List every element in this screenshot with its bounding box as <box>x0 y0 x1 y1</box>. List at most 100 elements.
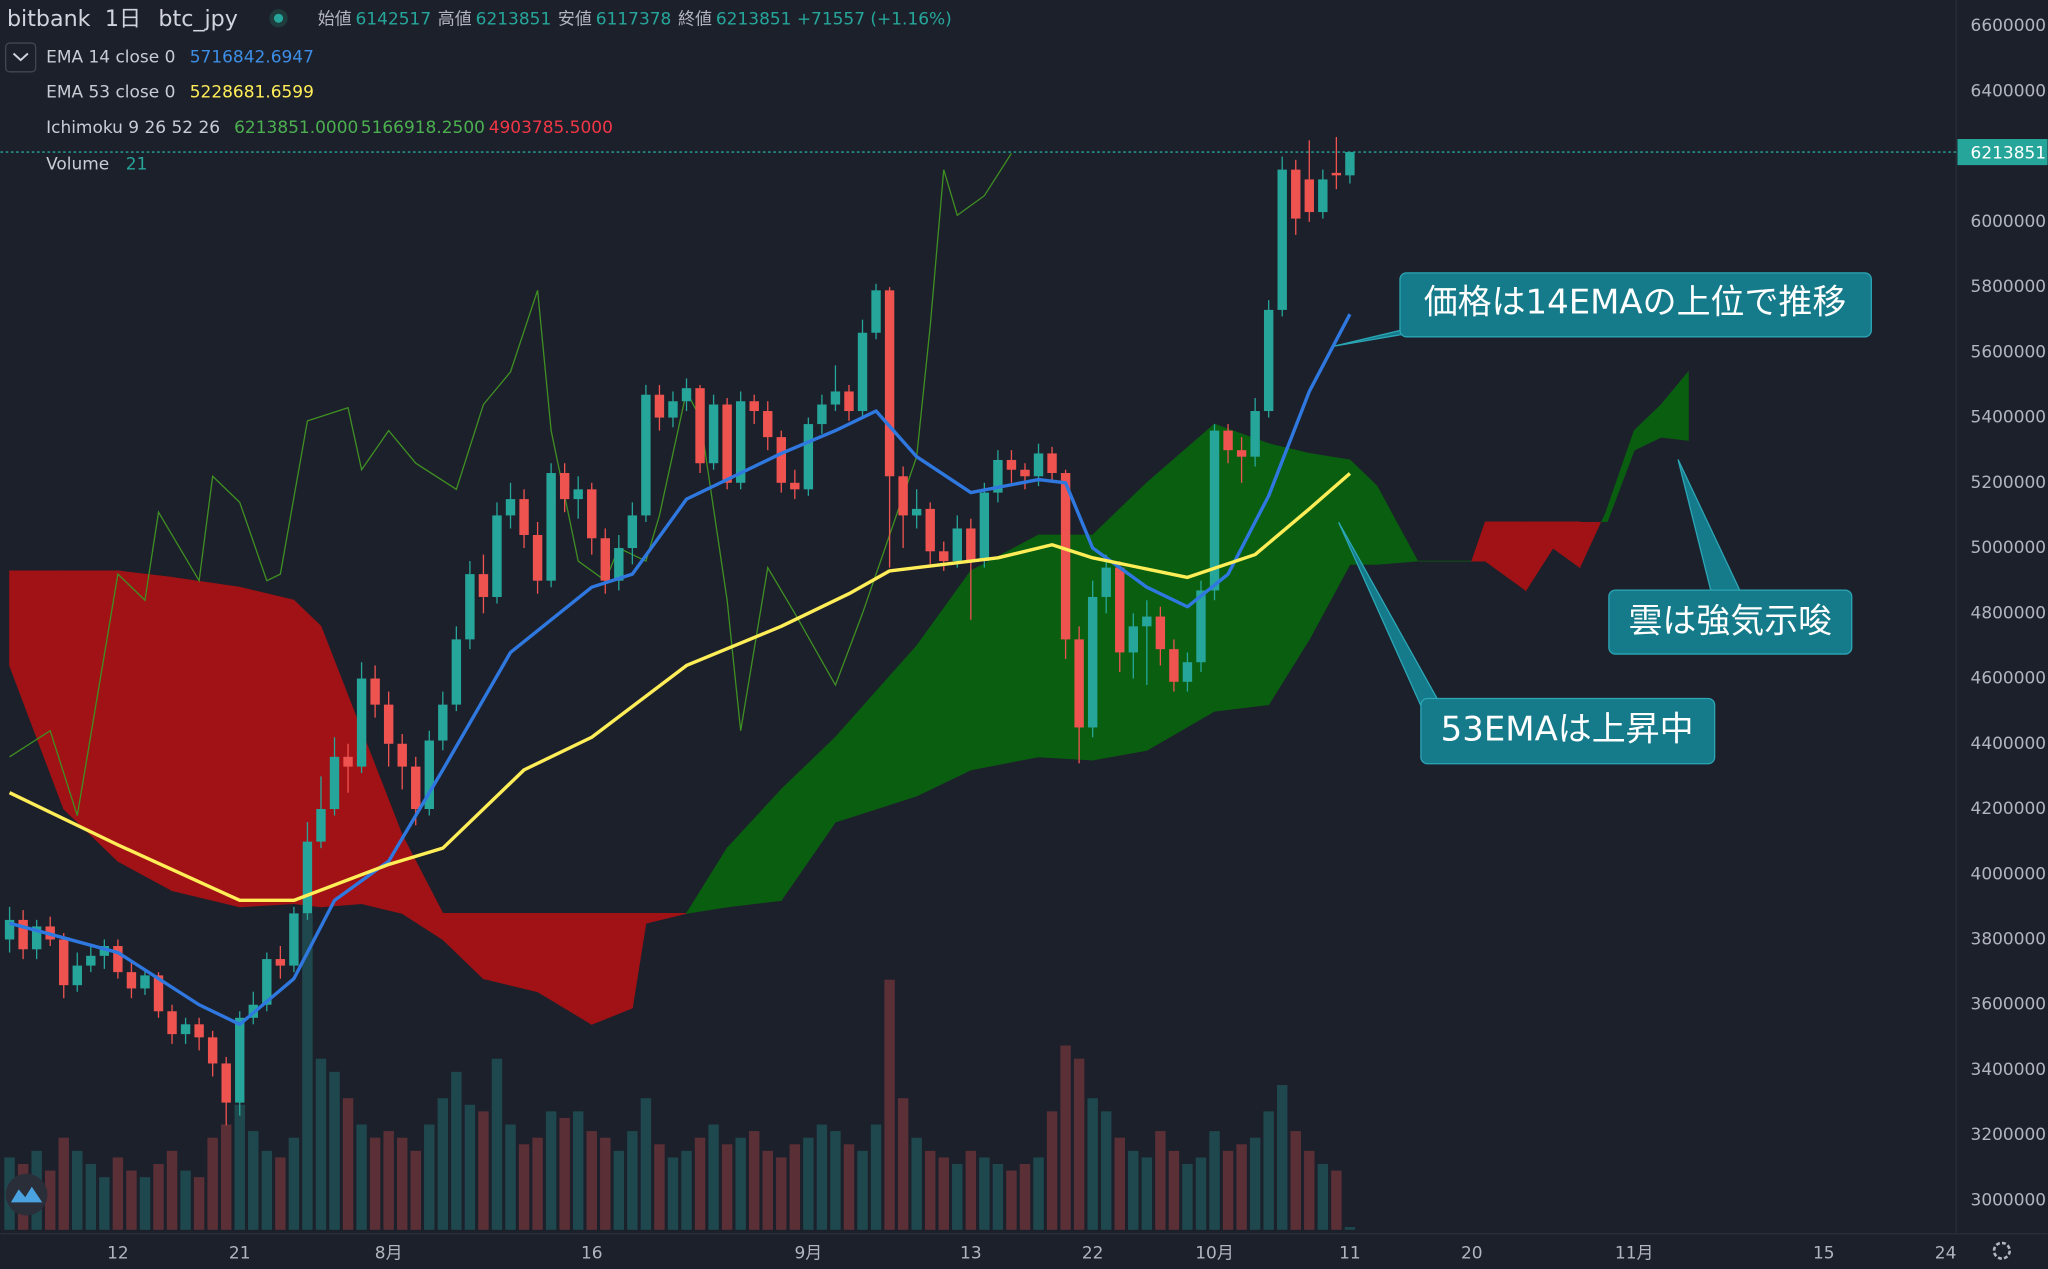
candle-body <box>884 290 895 477</box>
ema-line <box>8 472 1352 903</box>
candle-body <box>614 548 624 581</box>
volume-bar <box>1290 1131 1301 1230</box>
volume-bar <box>1276 1085 1288 1230</box>
candle-body <box>1263 309 1274 412</box>
volume-bar <box>1141 1157 1153 1230</box>
y-tick-label: 5800000 <box>1971 277 2047 297</box>
y-tick-label: 3000000 <box>1971 1190 2047 1210</box>
candle-body <box>749 401 759 412</box>
change-value: +71557 (+1.16%) <box>797 10 952 30</box>
y-tick-label: 3400000 <box>1971 1060 2047 1080</box>
volume-bar <box>803 1137 814 1230</box>
candle-body <box>993 459 1003 493</box>
callout-text: 価格は14EMAの上位で推移 <box>1424 283 1847 323</box>
candle-body <box>844 391 854 412</box>
chevron-icon <box>12 52 29 62</box>
volume-bar <box>938 1157 949 1230</box>
candle-body <box>140 975 150 989</box>
volume-bar <box>1168 1150 1180 1230</box>
volume-bar <box>329 1071 340 1230</box>
volume-bar <box>1046 1111 1058 1230</box>
callout-box <box>1420 697 1716 765</box>
volume-bar <box>1344 1227 1356 1230</box>
volume-bar <box>1263 1111 1274 1230</box>
volume-bar <box>1317 1164 1329 1230</box>
volume-bar <box>1006 1170 1017 1230</box>
candle-body <box>966 528 976 562</box>
candle-body <box>465 574 475 640</box>
y-tick-label: 3800000 <box>1971 930 2047 950</box>
candle-body <box>99 946 110 956</box>
volume-bar <box>153 1164 164 1230</box>
volume-bar <box>505 1124 516 1230</box>
cloud-segment <box>1580 521 1602 568</box>
volume-bar <box>600 1137 611 1230</box>
lagging-span <box>9 152 1012 816</box>
low-value: 6117378 <box>596 10 672 30</box>
volume-bar <box>1195 1157 1207 1230</box>
collapse-button[interactable] <box>5 42 37 73</box>
volume-bar <box>491 1058 503 1230</box>
candle-body <box>1304 179 1314 213</box>
volume-bar <box>464 1104 476 1230</box>
cloud-segment <box>591 913 633 1025</box>
candle-body <box>1291 169 1301 219</box>
candle-body <box>343 756 353 767</box>
candle-body <box>1182 662 1193 682</box>
candle-body <box>627 515 638 549</box>
candle-body <box>424 740 434 810</box>
volume-bar <box>965 1150 977 1230</box>
volume-bar <box>518 1144 530 1230</box>
volume-bar <box>1019 1164 1031 1230</box>
y-tick-label: 4000000 <box>1971 864 2047 884</box>
legend-ichimoku-value: 4903785.5000 <box>489 118 613 138</box>
volume-bar <box>748 1131 760 1230</box>
open-label: 始値 <box>318 10 352 30</box>
x-tick-label: 20 <box>1461 1243 1483 1263</box>
candle-body <box>803 424 814 490</box>
cloud-segment <box>171 576 241 908</box>
volume-bar <box>478 1111 489 1230</box>
candle-body <box>1101 567 1111 597</box>
candle-body <box>492 515 502 597</box>
volume-bar <box>342 1098 354 1230</box>
close-value: 6213851 <box>716 10 792 30</box>
volume-bar <box>694 1137 706 1230</box>
volume-bar <box>437 1098 449 1230</box>
volume-bar <box>721 1144 733 1230</box>
x-tick-label: 9月 <box>794 1243 822 1263</box>
volume-bar <box>884 979 895 1230</box>
logo-badge[interactable] <box>5 1173 48 1216</box>
volume-bar <box>979 1157 990 1230</box>
candle-body <box>1277 169 1287 310</box>
symbol: btc_jpy <box>158 6 237 32</box>
candle-body <box>1060 473 1071 640</box>
legend-ema14-value: 5716842.6947 <box>190 47 314 67</box>
x-tick-label: 11 <box>1339 1243 1361 1263</box>
volume-bar <box>166 1150 178 1230</box>
y-tick-label: 6000000 <box>1971 212 2047 232</box>
cloud-segment <box>970 534 1039 771</box>
status-dot <box>273 13 284 23</box>
volume-bar <box>762 1150 773 1230</box>
volume-bar <box>613 1150 625 1230</box>
volume-bar <box>735 1137 746 1230</box>
candle-body <box>695 388 705 464</box>
candle-body <box>289 913 299 966</box>
axes: 3000000 3200000 3400000 3600000 3800000 40000… <box>107 16 2046 1263</box>
legend-ema53-value: 5228681.6599 <box>190 83 314 103</box>
volume-bar <box>234 1104 245 1230</box>
volume-bar <box>139 1177 151 1230</box>
volume-bar <box>1304 1150 1315 1230</box>
volume-bar <box>870 1124 882 1230</box>
y-tick-label: 4400000 <box>1971 734 2047 754</box>
plot-area <box>4 137 1689 1230</box>
volume-bar <box>532 1137 543 1230</box>
volume-bar <box>261 1150 273 1230</box>
callout-text: 雲は強気示唆 <box>1628 601 1832 641</box>
legend-ema53: EMA 53 close 0 <box>46 83 175 103</box>
candle-body <box>1128 626 1138 653</box>
volume-bar <box>911 1137 922 1230</box>
candle-body <box>857 332 868 412</box>
